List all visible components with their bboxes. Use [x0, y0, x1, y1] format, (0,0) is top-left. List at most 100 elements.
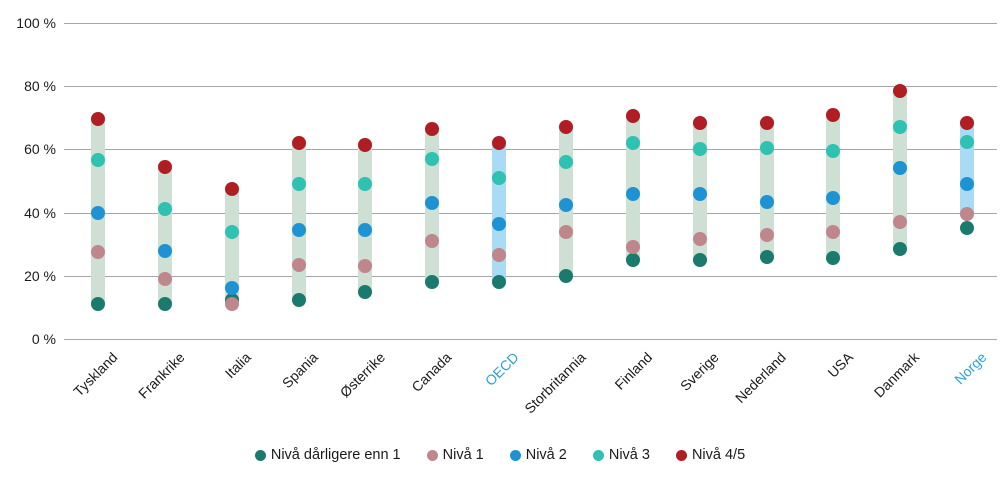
niva2-dot-italia	[224, 281, 239, 296]
niva3-dot-canada	[425, 151, 440, 166]
below1-dot-frankrike	[157, 297, 172, 312]
x-label-spania: Spania	[278, 349, 321, 392]
niva45-dot-finland	[625, 109, 640, 124]
niva45-dot-storbritannia	[558, 120, 573, 135]
range-band-spania	[291, 136, 306, 307]
below1-dot-canada	[425, 275, 440, 290]
y-tick-label: 40 %	[24, 204, 56, 221]
niva3-dot-finland	[625, 136, 640, 151]
x-label-oecd: OECD	[481, 349, 522, 389]
niva2-dot-storbritannia	[558, 197, 573, 212]
niva1-dot-spania	[291, 257, 306, 272]
legend-item-niva1: Nivå 1	[426, 447, 484, 463]
legend-dot-below1	[254, 449, 266, 461]
gridline-60	[64, 149, 997, 151]
niva2-dot-usa	[826, 191, 841, 206]
niva3-dot-spania	[291, 177, 306, 192]
niva3-dot-italia	[224, 224, 239, 239]
legend-item-below1: Nivå dårligere enn 1	[254, 447, 401, 463]
niva45-dot-oecd	[492, 136, 507, 151]
x-label-norge: Norge	[951, 349, 990, 388]
niva2-dot-nederland	[759, 194, 774, 209]
niva1-dot-nederland	[759, 227, 774, 242]
legend-dot-niva3	[592, 449, 604, 461]
x-label-usa: USA	[823, 349, 856, 381]
niva2-dot-østerrike	[358, 222, 373, 237]
legend-label-niva1: Nivå 1	[442, 447, 484, 463]
y-tick-label: 0 %	[31, 331, 56, 347]
y-tick-label: 20 %	[24, 267, 56, 284]
legend-item-niva45: Nivå 4/5	[675, 447, 746, 463]
niva1-dot-storbritannia	[558, 224, 573, 239]
niva45-dot-østerrike	[358, 137, 373, 152]
y-tick-label: 100 %	[16, 15, 56, 31]
range-band-østerrike	[358, 137, 373, 299]
legend-item-niva2: Nivå 2	[509, 447, 567, 463]
gridline-20	[64, 275, 997, 277]
niva45-dot-nederland	[759, 115, 774, 130]
niva45-dot-canada	[425, 121, 440, 136]
legend-item-niva3: Nivå 3	[592, 447, 650, 463]
legend-dot-niva2	[509, 449, 521, 461]
below1-dot-spania	[291, 292, 306, 307]
gridline-80	[64, 86, 997, 88]
x-label-canada: Canada	[408, 349, 455, 395]
legend-label-below1: Nivå dårligere enn 1	[270, 447, 401, 463]
niva1-dot-italia	[224, 297, 239, 312]
x-label-sverige: Sverige	[677, 349, 722, 394]
niva2-dot-frankrike	[157, 243, 172, 258]
niva3-dot-østerrike	[358, 177, 373, 192]
x-label-finland: Finland	[611, 349, 656, 393]
niva45-dot-spania	[291, 136, 306, 151]
niva3-dot-norge	[960, 134, 975, 149]
niva1-dot-finland	[625, 240, 640, 255]
niva1-dot-norge	[960, 207, 975, 222]
niva2-dot-tyskland	[91, 205, 105, 220]
niva1-dot-danmark	[893, 215, 908, 230]
range-band-usa	[826, 107, 841, 266]
niva45-dot-norge	[960, 115, 975, 130]
niva1-dot-tyskland	[91, 245, 105, 260]
legend-label-niva45: Nivå 4/5	[691, 447, 746, 463]
niva45-dot-sverige	[692, 115, 707, 130]
range-band-oecd	[492, 136, 507, 290]
below1-dot-danmark	[893, 241, 908, 256]
niva1-dot-frankrike	[157, 271, 172, 286]
niva45-dot-danmark	[893, 83, 908, 98]
niva3-dot-nederland	[759, 140, 774, 155]
niva1-dot-sverige	[692, 232, 707, 247]
x-label-frankrike: Frankrike	[134, 349, 188, 402]
below1-dot-østerrike	[358, 284, 373, 299]
niva2-dot-danmark	[893, 161, 908, 176]
x-label-østerrike: Østerrike	[336, 349, 388, 401]
niva2-dot-canada	[425, 196, 440, 211]
y-tick-label: 60 %	[24, 141, 56, 158]
y-tick-label: 80 %	[24, 78, 56, 95]
niva2-dot-sverige	[692, 186, 707, 201]
below1-dot-oecd	[492, 275, 507, 290]
x-label-tyskland: Tyskland	[69, 349, 121, 400]
niva3-dot-danmark	[893, 120, 908, 135]
niva3-dot-frankrike	[157, 202, 172, 217]
legend-dot-niva1	[426, 449, 438, 461]
range-band-frankrike	[157, 159, 172, 312]
range-band-italia	[224, 181, 239, 312]
below1-dot-storbritannia	[558, 268, 573, 283]
niva1-dot-oecd	[492, 248, 507, 263]
niva3-dot-usa	[826, 143, 841, 158]
below1-dot-finland	[625, 253, 640, 267]
niva45-dot-usa	[826, 107, 841, 122]
below1-dot-nederland	[759, 249, 774, 264]
x-label-danmark: Danmark	[871, 349, 923, 401]
niva2-dot-oecd	[492, 216, 507, 231]
legend: Nivå dårligere enn 1 Nivå 1 Nivå 2 Nivå 3 Ni…	[0, 447, 1000, 463]
niva1-dot-canada	[425, 234, 440, 249]
niva3-dot-tyskland	[91, 153, 105, 168]
niva1-dot-usa	[826, 224, 841, 239]
below1-dot-norge	[960, 221, 975, 236]
below1-dot-sverige	[692, 253, 707, 267]
niva1-dot-østerrike	[358, 259, 373, 274]
legend-label-niva2: Nivå 2	[525, 447, 567, 463]
range-band-norge	[960, 115, 975, 222]
